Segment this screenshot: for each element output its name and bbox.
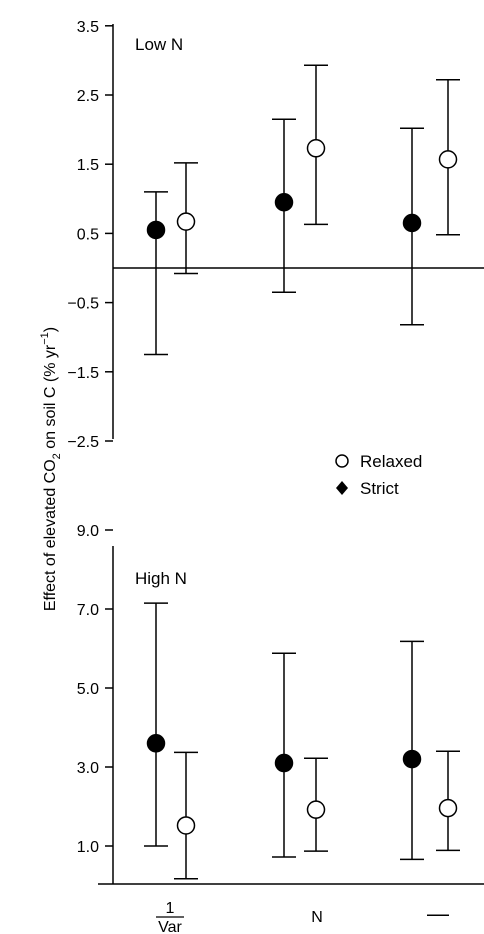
bottom-relaxed-2-point [438, 798, 458, 818]
top-strict-2-point [402, 213, 422, 233]
bottom-relaxed-0-point [176, 816, 196, 835]
top-ytick-label: 1.5 [77, 157, 99, 174]
legend-relaxed-symbol [335, 454, 349, 468]
bottom-strict-1-point [274, 753, 294, 773]
y-axis-label-part1: Effect of elevated CO [42, 459, 59, 611]
panel-high-n: 9.0 7.0 5.0 3.0 1.0 High N 1 Var N — [77, 523, 484, 934]
panel-low-n: 3.5 2.5 1.5 0.5 −0.5 −1.5 −2.5 Low N Relaxed S… [67, 19, 484, 498]
legend-relaxed-label: Relaxed [360, 452, 422, 471]
legend-strict-label: Strict [360, 479, 399, 498]
top-ytick-label: 0.5 [77, 226, 99, 243]
x-tick-label-n: N [311, 909, 323, 926]
y-axis-label-sub: 2 [51, 453, 63, 459]
top-ytick-label: 3.5 [77, 19, 99, 36]
bottom-relaxed-1-point [306, 800, 326, 819]
y-axis-label-part2: on soil C (% yr [42, 344, 59, 453]
top-relaxed-0-point [176, 212, 196, 231]
bottom-strict-2-point [402, 749, 422, 769]
bottom-ytick-label: 1.0 [77, 839, 99, 856]
bottom-ytick-label: 3.0 [77, 760, 99, 777]
y-axis-label-sup: −1 [39, 332, 51, 345]
x-tick-label-numerator: 1 [166, 900, 175, 917]
x-tick-label-denominator: Var [158, 919, 182, 934]
legend: Relaxed Strict [335, 452, 422, 498]
top-strict-0-point [146, 220, 166, 240]
top-ytick-label: −1.5 [67, 365, 99, 382]
x-tick-label-1-over-var: 1 Var [156, 900, 184, 934]
top-relaxed-1-point [306, 139, 326, 158]
top-ytick-label: 2.5 [77, 88, 99, 105]
y-axis-label: Effect of elevated CO2 on soil C (% yr−1… [39, 327, 63, 611]
y-axis-label-part3: ) [42, 327, 59, 332]
bottom-ytick-label: 7.0 [77, 602, 99, 619]
top-panel-label: Low N [135, 35, 183, 54]
legend-strict-symbol [336, 481, 348, 495]
top-relaxed-2-point [438, 150, 458, 169]
bottom-ytick-label: 5.0 [77, 681, 99, 698]
bottom-strict-0-point [146, 734, 166, 753]
top-ytick-label: −2.5 [67, 434, 99, 451]
bottom-ytick-label: 9.0 [77, 523, 99, 540]
bottom-panel-label: High N [135, 569, 187, 588]
top-ytick-label: −0.5 [67, 296, 99, 313]
x-tick-label-dash: — [427, 901, 449, 926]
top-strict-1-point [274, 193, 294, 212]
